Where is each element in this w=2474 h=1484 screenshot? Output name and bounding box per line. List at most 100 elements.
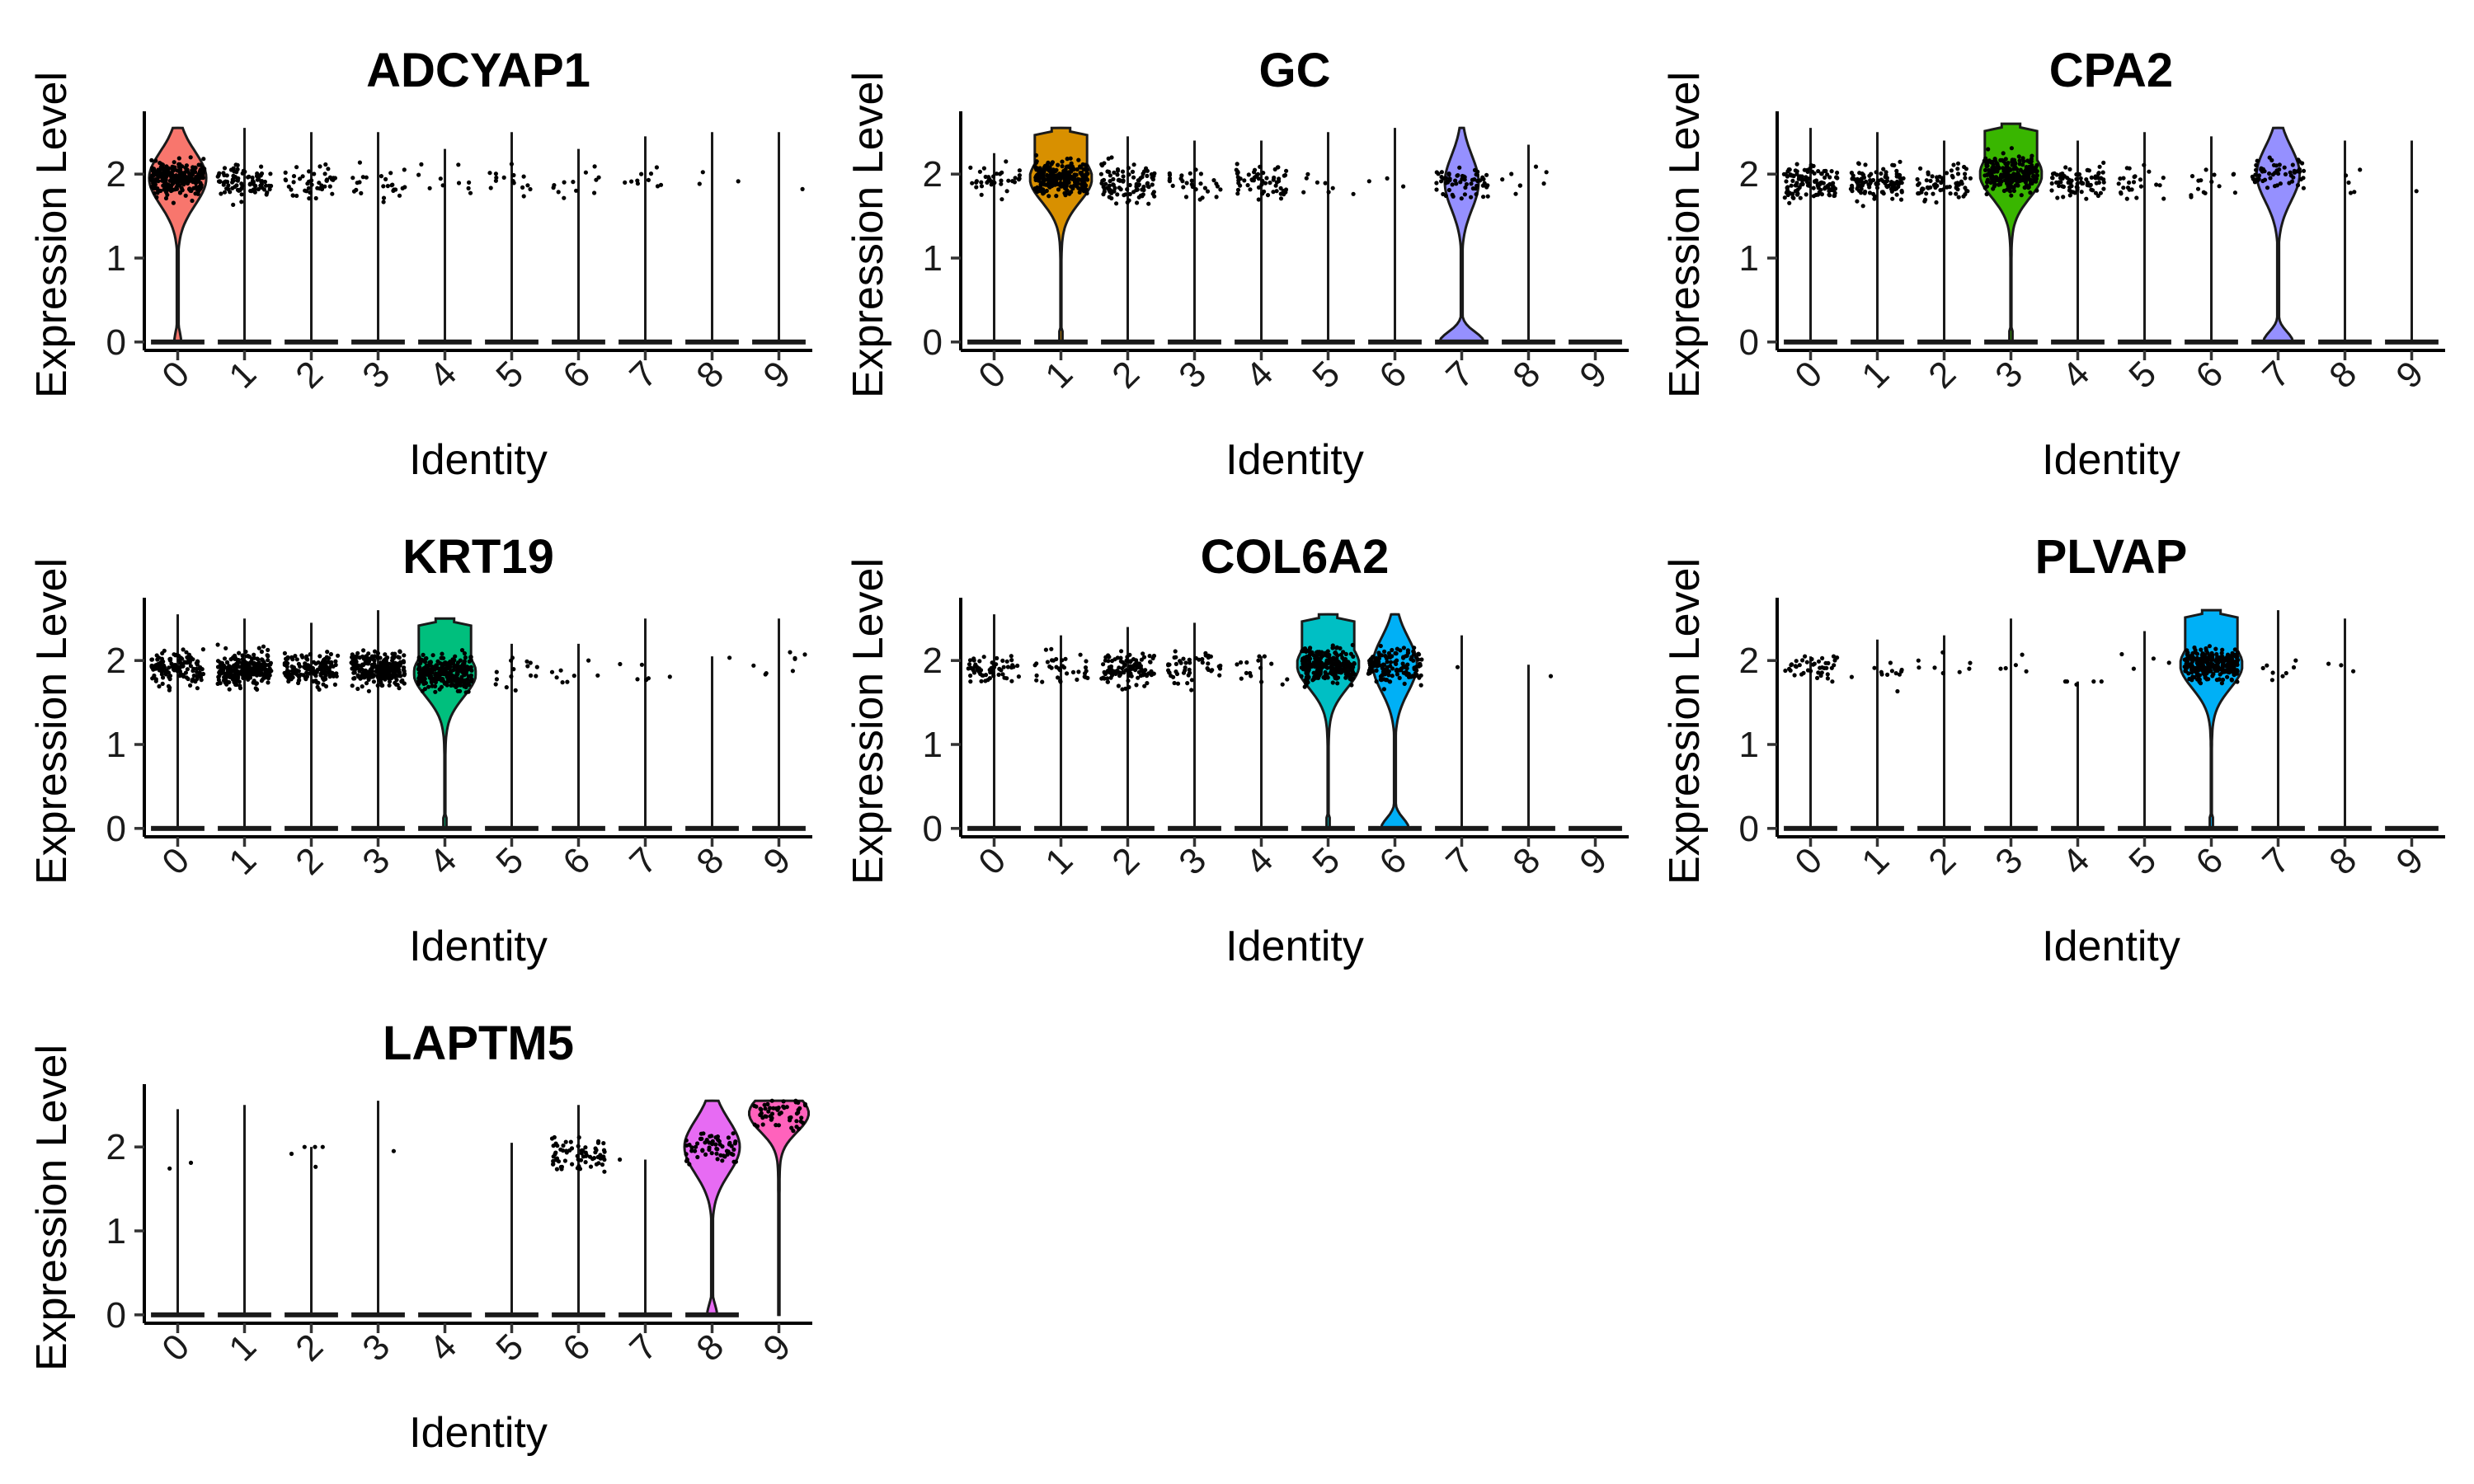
x-tick-label: 5: [2121, 354, 2164, 397]
points-cluster-4: [1234, 162, 1289, 202]
zero-points-cluster-5: [2118, 339, 2171, 345]
y-tick-label: 0: [106, 322, 126, 363]
x-tick-label: 7: [622, 1327, 665, 1369]
zero-points-cluster-8: [2318, 825, 2372, 831]
points-cluster-0: [966, 654, 1021, 684]
y-tick-label: 0: [923, 809, 943, 849]
x-tick-label: 9: [2388, 840, 2431, 883]
points-cluster-3: [1982, 146, 2039, 198]
x-tick-label: 6: [2188, 354, 2231, 397]
points-cluster-3: [349, 648, 407, 693]
points-cluster-4: [1235, 654, 1290, 687]
x-tick-label: 9: [1572, 840, 1615, 883]
points-cluster-5: [493, 655, 539, 693]
zero-points-cluster-0: [151, 1312, 205, 1317]
y-axis-label: Expression Level: [28, 1045, 76, 1371]
x-tick-label: 8: [689, 840, 731, 883]
points-cluster-8: [1500, 164, 1549, 196]
zero-points-cluster-2: [1917, 339, 1971, 345]
points-cluster-1: [215, 642, 274, 693]
points-cluster-1: [1848, 159, 1906, 209]
points-cluster-5: [2116, 162, 2166, 201]
points-cluster-7: [623, 165, 664, 189]
y-tick-label: 2: [106, 154, 126, 195]
zero-points-cluster-8: [685, 339, 739, 345]
points-cluster-4: [2062, 679, 2104, 687]
points-cluster-0: [149, 647, 206, 693]
points-cluster-0: [1783, 654, 1840, 684]
violin-cluster-4: [412, 617, 477, 830]
zero-points-cluster-4: [418, 1312, 472, 1317]
x-tick-label: 2: [1104, 354, 1147, 397]
x-tick-label: 1: [221, 840, 264, 883]
points-cluster-6: [551, 164, 601, 200]
zero-points-cluster-1: [1034, 339, 1088, 345]
points-cluster-6: [2189, 167, 2237, 200]
y-tick-label: 1: [923, 238, 943, 279]
x-tick-label: 5: [488, 1327, 531, 1369]
zero-points-cluster-4: [1235, 339, 1288, 345]
x-tick-label: 3: [355, 1327, 397, 1369]
y-tick-label: 1: [106, 238, 126, 279]
points-cluster-8: [2344, 167, 2363, 195]
y-tick-label: 2: [1739, 154, 1759, 195]
x-tick-label: 0: [1787, 840, 1830, 883]
points-cluster-8: [2326, 661, 2356, 674]
y-tick-label: 2: [1739, 641, 1759, 681]
zero-points-cluster-6: [1368, 825, 1422, 831]
x-tick-label: 2: [288, 840, 331, 883]
points-cluster-9: [800, 186, 805, 191]
x-tick-label: 9: [755, 354, 798, 397]
x-tick-label: 7: [2255, 354, 2298, 397]
zero-points-cluster-3: [1984, 825, 2038, 831]
x-tick-label: 4: [421, 1327, 464, 1369]
points-cluster-3: [1166, 649, 1223, 693]
x-tick-label: 1: [1037, 354, 1080, 397]
zero-points-cluster-7: [2251, 825, 2305, 831]
zero-points-cluster-1: [218, 825, 271, 831]
points-cluster-9: [751, 650, 807, 677]
zero-points-cluster-7: [1435, 825, 1489, 831]
y-axis-label: Expression Level: [844, 72, 892, 398]
y-tick-label: 1: [923, 725, 943, 765]
x-tick-label: 4: [421, 840, 464, 883]
zero-points-cluster-8: [685, 825, 739, 831]
zero-points-cluster-0: [151, 825, 205, 831]
points-cluster-2: [282, 650, 341, 693]
zero-points-cluster-7: [1435, 339, 1489, 345]
zero-points-cluster-2: [285, 1312, 338, 1317]
points-cluster-6: [1366, 176, 1406, 189]
points-cluster-8: [684, 1131, 739, 1167]
points-cluster-8: [1548, 674, 1554, 679]
points-cluster-0: [968, 159, 1022, 202]
points-cluster-8: [727, 655, 732, 660]
zero-points-cluster-5: [485, 1312, 539, 1317]
points-cluster-6: [549, 1134, 607, 1174]
x-axis-label: Identity: [409, 923, 548, 970]
zero-points-cluster-2: [1101, 825, 1155, 831]
points-cluster-3: [1998, 652, 2029, 674]
y-tick-label: 2: [923, 154, 943, 195]
points-cluster-2: [283, 162, 337, 201]
points-cluster-7: [2250, 155, 2307, 190]
x-tick-label: 5: [488, 840, 531, 883]
points-cluster-1: [1032, 646, 1090, 684]
zero-points-cluster-4: [2051, 339, 2105, 345]
zero-points-cluster-1: [218, 1312, 271, 1317]
violin-cluster-7: [1437, 126, 1486, 344]
x-axis-label: Identity: [2042, 436, 2180, 484]
points-cluster-5: [487, 162, 533, 199]
y-tick-label: 2: [106, 641, 126, 681]
x-tick-label: 0: [971, 354, 1014, 397]
zero-points-cluster-4: [1235, 825, 1288, 831]
points-cluster-0: [167, 1160, 194, 1171]
zero-points-cluster-9: [752, 825, 806, 831]
x-tick-label: 9: [755, 840, 798, 883]
panel-title: COL6A2: [1201, 530, 1390, 584]
zero-points-cluster-0: [151, 339, 205, 345]
